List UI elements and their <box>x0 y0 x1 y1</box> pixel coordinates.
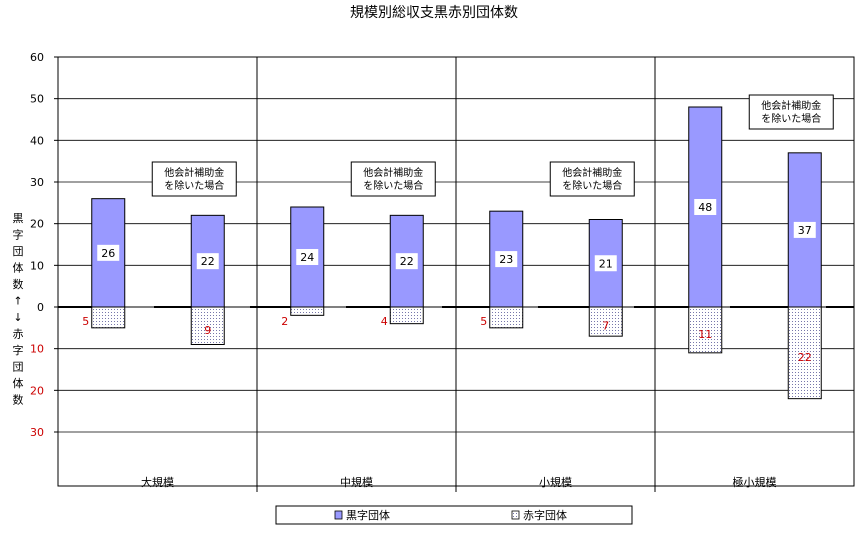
annotation-box <box>549 161 635 197</box>
deficit-data-label: 9 <box>204 324 211 337</box>
y-tick-label: 30 <box>30 426 44 439</box>
annotation-text: 他会計補助金 <box>761 99 821 112</box>
deficit-data-label: 5 <box>480 315 487 328</box>
y-axis-label-char: ↑ <box>13 295 22 308</box>
deficit-data-label: 4 <box>381 315 388 328</box>
data-label-bg <box>793 221 816 238</box>
y-axis-label-char: 字 <box>13 228 24 242</box>
data-label-bg <box>694 199 717 215</box>
y-axis-label-char: 団 <box>13 361 24 374</box>
y-axis-label-char: 体 <box>13 376 24 390</box>
data-label-bg <box>296 249 319 265</box>
annotation-text: 他会計補助金 <box>562 166 622 179</box>
y-axis-label-char: 字 <box>13 343 24 357</box>
chart-title: 規模別総収支黒赤別団体数 <box>350 5 518 21</box>
deficit-data-label: 22 <box>798 351 812 364</box>
y-axis-label-char: 団 <box>13 245 24 258</box>
deficit-data-label: 7 <box>602 320 609 333</box>
deficit-bar <box>190 306 225 345</box>
surplus-data-label: 48 <box>698 201 712 214</box>
y-axis-label-char: 黒 <box>13 212 24 225</box>
y-axis-label-char: ↓ <box>13 311 22 324</box>
y-axis-ticks: 60 50 40 30 20 10 0 10 20 30 <box>30 51 58 439</box>
surplus-data-label: 21 <box>599 257 613 270</box>
annotation-box <box>151 161 237 197</box>
category-label: 中規模 <box>340 475 373 489</box>
annotation-text: を除いた場合 <box>164 179 224 192</box>
y-tick-label: 60 <box>30 51 44 64</box>
deficit-bar <box>787 306 822 400</box>
y-tick-label: 20 <box>30 218 44 231</box>
y-axis-label-char: 赤 <box>13 328 24 341</box>
deficit-bar <box>389 306 424 325</box>
deficit-bar <box>688 306 723 354</box>
y-axis-label-char: 数 <box>13 394 24 407</box>
gridlines <box>57 56 855 492</box>
y-tick-label: 20 <box>30 384 44 397</box>
annotation-box <box>350 161 436 197</box>
y-axis-label-char: 体 <box>13 261 24 275</box>
surplus-data-label: 37 <box>798 224 812 237</box>
x-axis: 大規模 中規模 小規模 極小規模 <box>141 475 777 489</box>
deficit-data-label: 5 <box>82 315 89 328</box>
deficit-bar <box>290 306 325 316</box>
surplus-data-label: 22 <box>201 255 215 268</box>
surplus-data-label: 22 <box>400 255 414 268</box>
y-tick-label: 50 <box>30 93 44 106</box>
category-label: 大規模 <box>141 475 174 489</box>
legend: 黒字団体 赤字団体 <box>275 505 633 525</box>
annotation-text: 他会計補助金 <box>363 166 423 179</box>
annotation-box <box>748 94 834 130</box>
surplus-data-label: 24 <box>300 251 314 264</box>
deficit-data-label: 2 <box>281 315 288 328</box>
data-label-bg <box>395 253 418 270</box>
deficit-data-label: 11 <box>698 328 712 341</box>
data-label-bg <box>97 244 120 261</box>
legend-swatch-deficit <box>511 510 520 520</box>
y-axis-label-char: 数 <box>13 278 24 291</box>
legend-label-deficit: 赤字団体 <box>523 508 567 522</box>
category-label: 極小規模 <box>733 475 777 489</box>
y-tick-label: 10 <box>30 343 44 356</box>
y-tick-label: 0 <box>37 301 44 314</box>
annotation-text: 他会計補助金 <box>164 166 224 179</box>
legend-label-surplus: 黒字団体 <box>346 508 390 522</box>
deficit-bar <box>91 306 126 329</box>
data-label-bg <box>196 253 219 270</box>
annotation-text: を除いた場合 <box>761 112 821 125</box>
deficit-bar <box>588 306 623 337</box>
annotation-text: を除いた場合 <box>363 179 423 192</box>
category-label: 小規模 <box>539 475 572 489</box>
legend-box <box>275 505 633 525</box>
y-tick-label: 40 <box>30 134 44 147</box>
annotation-text: を除いた場合 <box>562 179 622 192</box>
deficit-bar <box>489 306 524 329</box>
legend-swatch-surplus <box>334 510 343 520</box>
surplus-data-label: 23 <box>499 253 513 266</box>
y-tick-label: 30 <box>30 176 44 189</box>
annotations: 他会計補助金を除いた場合他会計補助金を除いた場合他会計補助金を除いた場合他会計補… <box>151 94 834 197</box>
data-label-bg <box>594 255 617 272</box>
surplus-data-label: 26 <box>101 247 115 260</box>
y-tick-label: 10 <box>30 259 44 272</box>
data-label-bg <box>495 251 518 268</box>
